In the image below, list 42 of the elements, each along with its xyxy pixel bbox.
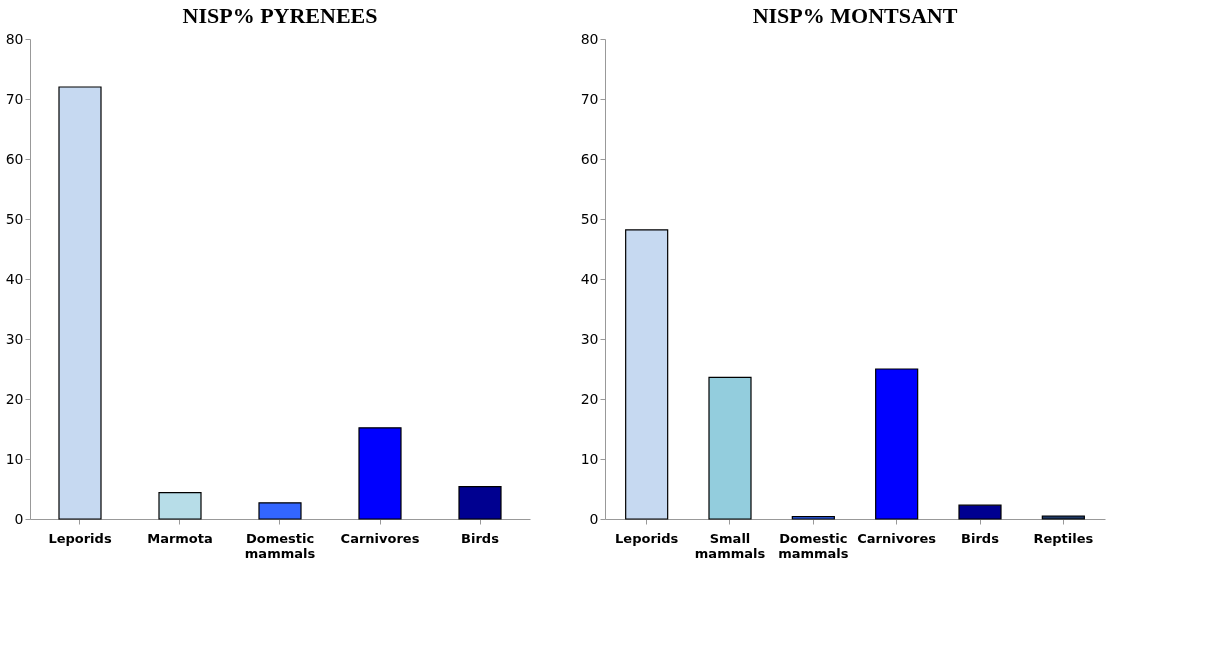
x-tick-label: Reptiles	[1033, 530, 1094, 546]
bar	[1041, 515, 1085, 520]
bar	[708, 376, 752, 520]
y-tick-label: 50	[580, 210, 599, 227]
y-tick-label: 30	[580, 330, 599, 347]
y-tick-label: 0	[589, 510, 599, 527]
y-tick-label: 70	[580, 90, 599, 107]
y-tick-label: 20	[5, 390, 24, 407]
y-tick-label: 50	[5, 210, 24, 227]
chart-title: NISP% MONTSANT	[752, 3, 958, 28]
x-tick-label: Domestic mammals	[244, 530, 316, 561]
x-tick-label: Carnivores	[340, 530, 420, 546]
x-tick-label: Leporids	[615, 530, 679, 546]
bar	[958, 504, 1002, 520]
y-tick-label: 20	[580, 390, 599, 407]
y-tick-label: 10	[5, 450, 24, 467]
bar	[875, 368, 919, 520]
y-tick-label: 60	[580, 150, 599, 167]
y-tick-label: 40	[580, 270, 599, 287]
x-tick-label: Birds	[961, 530, 1000, 546]
x-tick-label: Leporids	[48, 530, 112, 546]
bar	[358, 427, 402, 520]
x-tick-label: Marmota	[147, 530, 213, 546]
x-tick-label: Domestic mammals	[778, 530, 849, 561]
y-tick-label: 60	[5, 150, 24, 167]
bar	[258, 502, 302, 520]
bar	[58, 86, 102, 520]
y-tick-label: 80	[5, 30, 24, 47]
bar	[791, 516, 835, 520]
x-tick-label: Small mammals	[694, 530, 766, 561]
bar	[458, 486, 502, 520]
y-tick-label: 0	[14, 510, 24, 527]
y-tick-label: 70	[5, 90, 24, 107]
chart-title: NISP% PYRENEES	[182, 3, 378, 28]
y-tick-label: 30	[5, 330, 24, 347]
bar	[625, 229, 669, 520]
y-tick-label: 10	[580, 450, 599, 467]
x-tick-label: Birds	[461, 530, 500, 546]
y-tick-label: 40	[5, 270, 24, 287]
x-tick-label: Carnivores	[857, 530, 937, 546]
y-tick-label: 80	[580, 30, 599, 47]
bar	[158, 492, 202, 520]
